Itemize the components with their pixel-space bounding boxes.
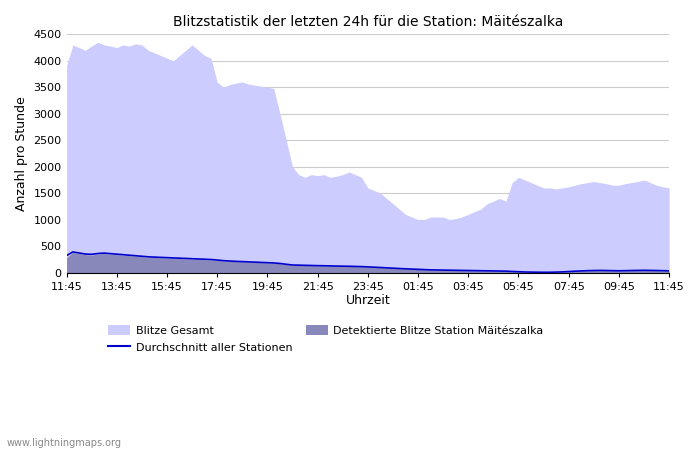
Title: Blitzstatistik der letzten 24h für die Station: Mäitészalka: Blitzstatistik der letzten 24h für die S… [173,15,563,29]
Text: www.lightningmaps.org: www.lightningmaps.org [7,438,122,448]
Y-axis label: Anzahl pro Stunde: Anzahl pro Stunde [15,96,28,211]
Legend: Blitze Gesamt, Durchschnitt aller Stationen, Detektierte Blitze Station Mäitésza: Blitze Gesamt, Durchschnitt aller Statio… [104,321,548,357]
X-axis label: Uhrzeit: Uhrzeit [346,294,390,307]
